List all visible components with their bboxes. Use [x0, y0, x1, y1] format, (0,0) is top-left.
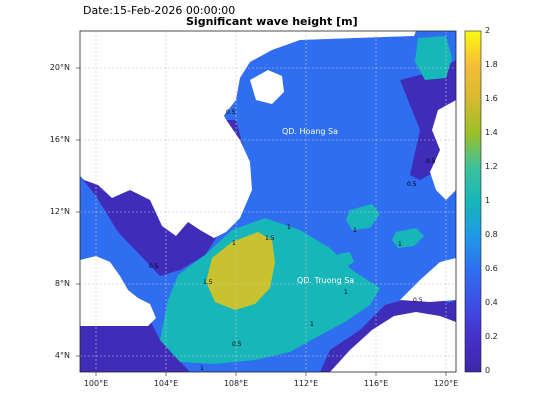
- land-borneo: [330, 312, 456, 372]
- colorbar-tick: 1: [485, 196, 491, 205]
- colorbar-tick: 0.2: [485, 332, 498, 341]
- contour-labels: 1 1.5 0.5 1 1.5 0.5 1 0.5 1 1 0.5 1 0.5 …: [149, 109, 436, 372]
- lon-tick: 100°E: [83, 379, 109, 388]
- contour-label: 1: [310, 321, 314, 328]
- lat-tick: 20°N: [49, 63, 70, 72]
- land-indochina: [80, 256, 156, 326]
- contour-label: 1: [398, 241, 402, 248]
- land-vietnam-north: [80, 31, 252, 238]
- contour-label: 1: [287, 224, 291, 231]
- contour-label: 1: [353, 227, 357, 234]
- contour-label: 0.5: [232, 341, 242, 348]
- lon-tick: 120°E: [433, 379, 459, 388]
- contour-label: 1: [232, 240, 236, 247]
- lon-tick: 104°E: [153, 379, 179, 388]
- colorbar-tick: 1.4: [485, 128, 498, 137]
- contour-label: 1: [344, 289, 348, 296]
- map-frame: [79, 30, 457, 373]
- lon-tick: 112°E: [293, 379, 319, 388]
- sea-mid-northeast: [415, 36, 452, 80]
- contour-label: 0.5: [407, 181, 417, 188]
- lon-tick: 116°E: [363, 379, 389, 388]
- colorbar-tick: 0.6: [485, 264, 498, 273]
- colorbar-tick: 0.4: [485, 298, 498, 307]
- label-truong-sa: QD. Truong Sa: [297, 276, 354, 285]
- colorbar-tick: 0.8: [485, 230, 498, 239]
- land-philippines: [430, 100, 456, 200]
- map-title: Significant wave height [m]: [186, 15, 358, 28]
- axis-ticks: [76, 67, 447, 376]
- colorbar-tick: 0: [485, 366, 491, 375]
- contour-label: 0.5: [226, 109, 236, 116]
- colorbar-tick: 1.2: [485, 162, 498, 171]
- map-gridlines: [80, 31, 456, 372]
- colorbar: [464, 30, 482, 373]
- lat-tick: 12°N: [49, 207, 70, 216]
- contour-label: 0.5: [413, 297, 423, 304]
- colorbar-tick: 1.6: [485, 94, 498, 103]
- colorbar-tick: 2: [485, 26, 491, 35]
- sea-mid-spot1: [346, 204, 380, 230]
- contour-label: 1.5: [265, 235, 275, 242]
- colorbar-tick: 1.8: [485, 60, 498, 69]
- contour-label: 0.5: [149, 263, 159, 270]
- sea-high-core: [206, 232, 275, 310]
- contour-label: 1: [200, 365, 204, 372]
- land-hainan: [250, 70, 284, 104]
- lat-tick: 8°N: [54, 279, 70, 288]
- sea-mid-south: [160, 218, 380, 364]
- map-area: QD. Hoang Sa QD. Truong Sa 1 1.5 0.5 1 1…: [80, 31, 456, 372]
- contour-label: 1.5: [203, 279, 213, 286]
- sea-mid-spot3: [336, 252, 354, 268]
- label-hoang-sa: QD. Hoang Sa: [282, 127, 338, 136]
- sea-mid-spot2: [392, 228, 424, 248]
- lon-tick: 108°E: [223, 379, 249, 388]
- lat-tick: 16°N: [49, 135, 70, 144]
- sea-lowest-east: [350, 60, 456, 372]
- lat-tick: 4°N: [54, 351, 70, 360]
- contour-label: 0.5: [426, 158, 436, 165]
- land-china: [80, 31, 456, 118]
- land-philippines-south: [400, 258, 456, 302]
- date-label: Date:15-Feb-2026 00:00:00: [83, 4, 236, 17]
